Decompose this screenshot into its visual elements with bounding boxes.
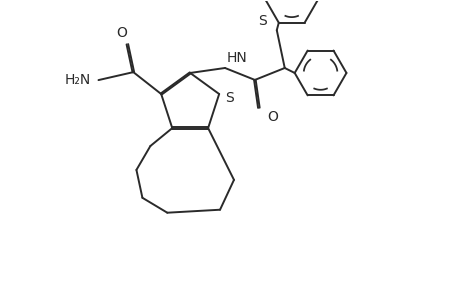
Text: S: S — [257, 14, 266, 28]
Text: HN: HN — [227, 51, 247, 65]
Text: O: O — [116, 26, 127, 40]
Text: H₂N: H₂N — [64, 73, 90, 87]
Text: S: S — [224, 91, 233, 105]
Text: O: O — [266, 110, 277, 124]
